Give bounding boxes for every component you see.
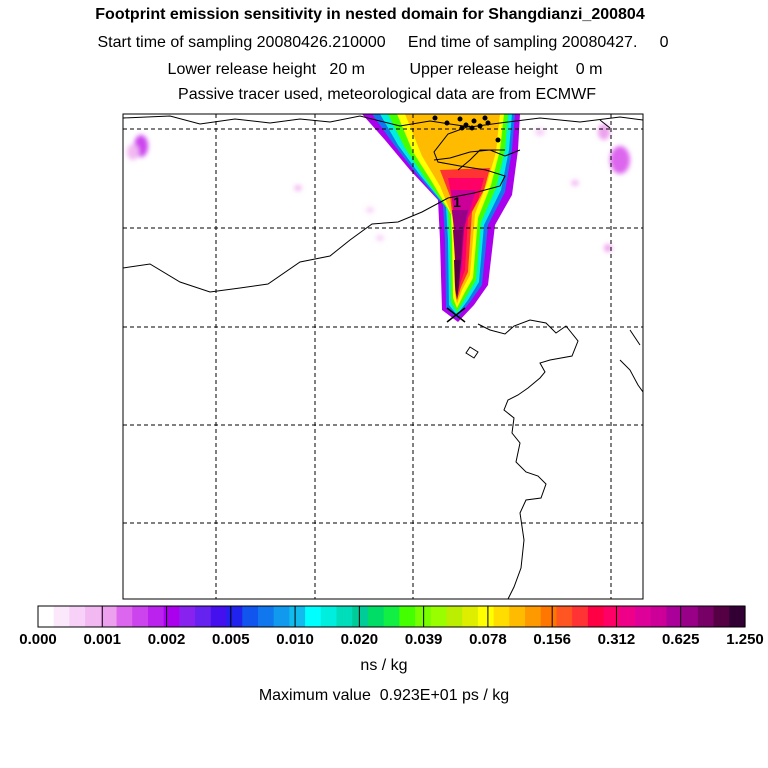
colorbar-cell bbox=[525, 606, 542, 627]
colorbar-tick-label: 0.312 bbox=[597, 631, 636, 648]
colorbar-cell bbox=[53, 606, 71, 627]
colorbar-cell bbox=[697, 606, 715, 627]
colorbar-cell bbox=[352, 606, 369, 627]
colorbar-cell bbox=[367, 606, 385, 627]
colorbar-cell bbox=[100, 606, 118, 627]
colorbar-cell bbox=[195, 606, 212, 627]
colorbar-tick-label: 0.000 bbox=[19, 631, 57, 648]
colorbar-cell bbox=[556, 606, 573, 627]
low-sensitivity-patches bbox=[127, 124, 630, 252]
colorbar-cell bbox=[493, 606, 510, 627]
coastlines bbox=[123, 115, 643, 599]
colorbar-cell bbox=[587, 606, 605, 627]
colorbar-cell bbox=[336, 606, 353, 627]
colorbar-cell bbox=[273, 606, 290, 627]
colorbar-cell bbox=[713, 606, 730, 627]
colorbar-tick-label: 0.156 bbox=[533, 631, 571, 648]
city-points bbox=[432, 115, 501, 143]
colorbar-cell bbox=[132, 606, 149, 627]
colorbar-tick-label: 0.078 bbox=[469, 631, 507, 648]
colorbar-tick-label: 0.039 bbox=[404, 631, 443, 648]
colorbar-tick-label: 0.010 bbox=[276, 631, 314, 648]
colorbar-cell bbox=[147, 606, 165, 627]
colorbar-cell bbox=[226, 606, 243, 627]
sampling-time-line: Start time of sampling 20080426.210000 E… bbox=[97, 34, 669, 51]
lat-lon-grid bbox=[123, 114, 643, 599]
colorbar-cell bbox=[477, 606, 495, 627]
release-height-line: Lower release height 20 m Upper release … bbox=[167, 61, 603, 78]
contour-label: 1 bbox=[453, 194, 461, 210]
colorbar-cell bbox=[399, 606, 416, 627]
colorbar-cell bbox=[650, 606, 668, 627]
colorbar-cell bbox=[383, 606, 400, 627]
colorbar-tick-label: 0.001 bbox=[83, 631, 122, 648]
colorbar-cell bbox=[446, 606, 463, 627]
colorbar-cell bbox=[666, 606, 683, 627]
colorbar-tick-label: 0.020 bbox=[340, 631, 379, 648]
colorbar-frame bbox=[37, 605, 746, 628]
tracer-info-line: Passive tracer used, meteorological data… bbox=[178, 86, 596, 103]
colorbar-cell bbox=[289, 606, 306, 627]
colorbar-cell bbox=[462, 606, 479, 627]
colorbar-cell bbox=[540, 606, 558, 627]
colorbar-cell bbox=[320, 606, 338, 627]
colorbar-cell bbox=[572, 606, 589, 627]
map-frame-bg bbox=[123, 114, 643, 599]
colorbar-cell bbox=[430, 606, 448, 627]
colorbar-cell bbox=[179, 606, 196, 627]
colorbar-cell bbox=[619, 606, 636, 627]
colorbar-cell bbox=[116, 606, 133, 627]
colorbar-tick-label: 0.005 bbox=[212, 631, 250, 648]
x-marker-icon bbox=[446, 307, 466, 323]
colorbar-cell bbox=[242, 606, 259, 627]
emission-plume bbox=[362, 114, 520, 322]
colorbar-cell bbox=[210, 606, 228, 627]
map-frame bbox=[122, 113, 644, 600]
colorbar-units: ns / kg bbox=[360, 657, 408, 674]
colorbar-cell bbox=[682, 606, 699, 627]
colorbar-cell bbox=[635, 606, 652, 627]
colorbar-cell bbox=[305, 606, 322, 627]
colorbar-cell bbox=[38, 606, 55, 627]
colorbar-cell bbox=[257, 606, 275, 627]
colorbar-tick-label: 0.625 bbox=[661, 631, 700, 648]
colorbar-cell bbox=[729, 606, 746, 627]
colorbar-cell bbox=[69, 606, 86, 627]
colorbar-cell bbox=[603, 606, 620, 627]
colorbar-cell bbox=[163, 606, 180, 627]
colorbar-cell bbox=[509, 606, 526, 627]
colorbar-tick-label: 1.250 bbox=[726, 631, 764, 648]
colorbar-cell bbox=[85, 606, 102, 627]
colorbar-tick-label: 0.002 bbox=[147, 631, 186, 648]
maximum-value-text: Maximum value 0.923E+01 ps / kg bbox=[258, 687, 510, 704]
map-title: Footprint emission sensitivity in nested… bbox=[95, 6, 645, 23]
